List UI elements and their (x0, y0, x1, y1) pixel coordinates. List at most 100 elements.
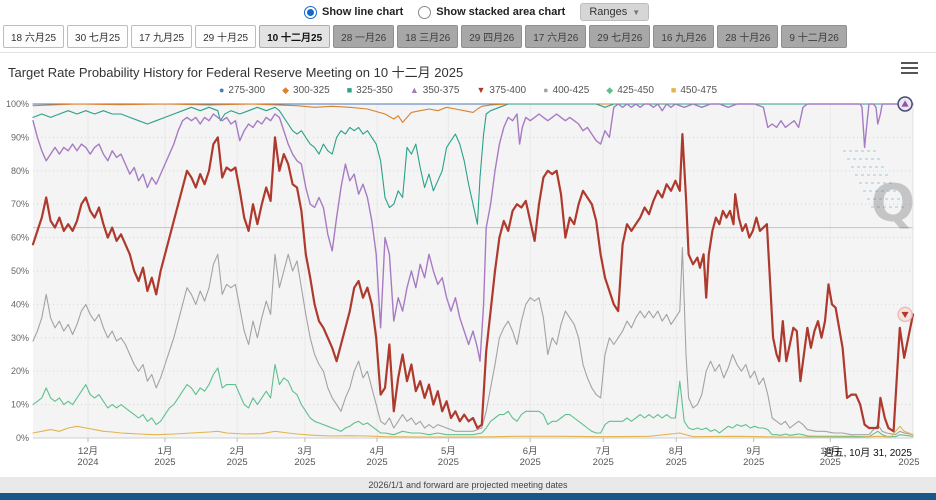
x-axis-labels: 12月20241月20252月20253月20254月20255月20256月2… (77, 438, 920, 468)
legend-marker-icon: ● (218, 85, 225, 95)
series-line-350-375 (32, 103, 914, 362)
svg-text:2025: 2025 (367, 457, 388, 468)
svg-text:8月: 8月 (669, 446, 684, 457)
legend-label: 275-300 (228, 85, 266, 96)
series-line-400-425 (32, 247, 914, 436)
legend-label: 325-350 (356, 85, 393, 96)
svg-text:10月: 10月 (820, 446, 840, 457)
end-marker-triangle-down (897, 306, 913, 323)
ranges-dropdown[interactable]: Ranges ▼ (580, 3, 650, 21)
tab-meeting-9-十二月26[interactable]: 9 十二月26 (781, 25, 847, 48)
legend-marker-icon: ■ (670, 85, 677, 95)
legend-label: 350-375 (422, 85, 460, 96)
legend-item-400-425[interactable]: ● 400-425 (543, 85, 589, 96)
probability-line-chart: Q100%90%80%70%60%50%40%30%20%10%0%12月202… (6, 96, 920, 468)
svg-text:10%: 10% (11, 400, 29, 410)
legend-marker-icon: ◆ (606, 85, 614, 95)
svg-text:12月: 12月 (78, 446, 98, 457)
svg-text:2025: 2025 (154, 457, 175, 468)
chart-title: Target Rate Probability History for Fede… (8, 65, 464, 80)
svg-text:3月: 3月 (298, 446, 313, 457)
end-marker-triangle-up (897, 96, 913, 112)
legend-item-350-375[interactable]: ▲ 350-375 (410, 85, 460, 96)
svg-text:2025: 2025 (438, 457, 459, 468)
radio-area-label: Show stacked area chart (436, 6, 566, 18)
svg-text:0%: 0% (16, 433, 29, 443)
svg-text:2025: 2025 (294, 457, 315, 468)
tab-meeting-28-十月26[interactable]: 28 十月26 (717, 25, 779, 48)
tab-meeting-29-十月25[interactable]: 29 十月25 (195, 25, 257, 48)
svg-text:2025: 2025 (520, 457, 541, 468)
legend-item-275-300[interactable]: ● 275-300 (219, 85, 265, 96)
legend-item-450-475[interactable]: ■ 450-475 (671, 85, 717, 96)
svg-text:60%: 60% (11, 233, 29, 243)
tab-meeting-10-十二月25[interactable]: 10 十二月25 (259, 25, 331, 48)
svg-text:90%: 90% (11, 132, 29, 142)
tab-meeting-18-六月25[interactable]: 18 六月25 (3, 25, 65, 48)
x-axis-extra-year: 2025 (898, 457, 919, 468)
legend-label: 425-450 (617, 85, 654, 96)
radio-unselected-icon (418, 5, 432, 19)
hamburger-menu-icon[interactable] (901, 62, 918, 75)
ranges-label: Ranges (589, 6, 628, 18)
footnote-text: 2026/1/1 and forward are projected meeti… (368, 480, 568, 490)
svg-text:70%: 70% (11, 199, 29, 209)
svg-text:1月: 1月 (158, 446, 173, 457)
legend-marker-icon: ■ (346, 85, 353, 95)
series-line-375-400 (31, 132, 915, 433)
tab-meeting-17-九月25[interactable]: 17 九月25 (131, 25, 193, 48)
chart-container: Target Rate Probability History for Fede… (0, 52, 936, 478)
tab-meeting-16-九月26[interactable]: 16 九月26 (653, 25, 715, 48)
svg-text:4月: 4月 (370, 446, 385, 457)
radio-show-line-chart[interactable]: Show line chart (304, 5, 404, 19)
series-lines (31, 103, 915, 438)
svg-text:2025: 2025 (820, 457, 841, 468)
tab-meeting-29-四月26[interactable]: 29 四月26 (461, 25, 523, 48)
chart-legend: ● 275-300 ◆ 300-325 ■ 325-350 ▲ 350-375 ▼ 375-400… (0, 85, 936, 96)
legend-item-375-400[interactable]: ▼ 375-400 (477, 85, 527, 96)
svg-text:6月: 6月 (523, 446, 538, 457)
svg-text:2025: 2025 (593, 457, 614, 468)
radio-show-stacked-area-chart[interactable]: Show stacked area chart (418, 5, 566, 19)
series-line-425-450 (32, 363, 914, 438)
series-line-325-350 (32, 103, 914, 225)
meeting-date-tabs: 18 六月25 30 七月25 17 九月25 29 十月25 10 十二月25 28 一… (3, 25, 847, 48)
legend-marker-icon: ● (543, 85, 549, 95)
legend-marker-icon: ◆ (282, 85, 290, 95)
series-line-450-475 (32, 425, 914, 438)
legend-label: 400-425 (552, 85, 590, 96)
legend-marker-icon: ▲ (409, 85, 419, 95)
legend-label: 375-400 (489, 85, 527, 96)
svg-text:2025: 2025 (227, 457, 248, 468)
legend-marker-icon: ▼ (476, 85, 486, 95)
tab-meeting-18-三月26[interactable]: 18 三月26 (397, 25, 459, 48)
radio-line-label: Show line chart (322, 6, 404, 18)
tab-meeting-17-六月26[interactable]: 17 六月26 (525, 25, 587, 48)
legend-item-300-325[interactable]: ◆ 300-325 (282, 85, 330, 96)
svg-text:80%: 80% (11, 166, 29, 176)
bottom-accent-bar (0, 493, 936, 500)
svg-text:30%: 30% (11, 333, 29, 343)
svg-text:50%: 50% (11, 266, 29, 276)
svg-text:2月: 2月 (230, 446, 245, 457)
tab-meeting-30-七月25[interactable]: 30 七月25 (67, 25, 129, 48)
chart-type-controls: Show line chart Show stacked area chart … (304, 3, 650, 21)
footnote-bar: 2026/1/1 and forward are projected meeti… (0, 477, 936, 493)
legend-item-425-450[interactable]: ◆ 425-450 (606, 85, 654, 96)
hover-date-tooltip: 週五, 10月 31, 2025 (823, 448, 912, 459)
svg-text:2025: 2025 (743, 457, 764, 468)
svg-text:5月: 5月 (441, 446, 456, 457)
tab-meeting-29-七月26[interactable]: 29 七月26 (589, 25, 651, 48)
svg-text:2024: 2024 (77, 457, 98, 468)
svg-text:20%: 20% (11, 366, 29, 376)
svg-text:2025: 2025 (666, 457, 687, 468)
q-watermark: Q (871, 174, 915, 234)
svg-text:100%: 100% (6, 99, 29, 109)
legend-label: 450-475 (680, 85, 718, 96)
chevron-down-icon: ▼ (632, 7, 641, 17)
svg-text:40%: 40% (11, 299, 29, 309)
svg-text:7月: 7月 (596, 446, 611, 457)
legend-item-325-350[interactable]: ■ 325-350 (347, 85, 393, 96)
tab-meeting-28-一月26[interactable]: 28 一月26 (333, 25, 395, 48)
